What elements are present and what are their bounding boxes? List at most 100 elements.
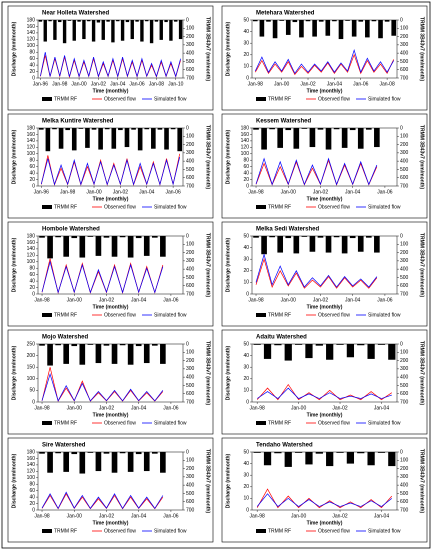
x-tick-label: Jan-04 — [139, 189, 155, 195]
rain-bar — [62, 20, 67, 44]
x-tick-label: Jan-00 — [67, 297, 83, 303]
rain-bar — [174, 20, 178, 22]
y-tick-label: 50 — [243, 449, 249, 455]
y2-tick-label: 0 — [400, 341, 403, 347]
x-tick-label: Jan-98 — [34, 513, 50, 519]
y-tick-label: 100 — [241, 151, 250, 157]
y2-tick-label: 100 — [186, 242, 195, 248]
y2-tick-label: 0 — [186, 233, 189, 239]
rain-bar — [272, 20, 278, 39]
rain-bar — [127, 344, 134, 365]
y-tick-label: 100 — [27, 151, 36, 157]
x-tick-label: Jan-00 — [67, 405, 83, 411]
y2-tick-label: 0 — [186, 17, 189, 23]
legend-label: Observed flow — [318, 96, 350, 102]
y-tick-label: 50 — [243, 341, 249, 347]
y2-tick-label: 200 — [400, 358, 409, 364]
legend-label: TRMM RF — [54, 528, 77, 534]
rain-bar — [63, 452, 70, 472]
panel — [7, 221, 214, 327]
panel — [221, 5, 428, 111]
y-axis-label: Discharge (mm/month) — [11, 237, 17, 292]
x-tick-label: Jan-02 — [91, 81, 107, 87]
flow-line — [40, 52, 181, 78]
y2-tick-label: 500 — [400, 59, 409, 65]
legend-label: Observed flow — [318, 204, 350, 210]
rain-bar — [55, 452, 61, 454]
rain-bar — [95, 452, 102, 472]
rain-bar — [284, 344, 292, 361]
rain-bar — [87, 452, 94, 453]
flow-line — [255, 253, 378, 288]
rain-bar — [358, 20, 364, 22]
y2-axis-label: TRMM 3B43v7 (mm/month) — [419, 341, 425, 406]
x-axis-label: Time (monthly) — [93, 88, 129, 94]
y2-tick-label: 100 — [400, 350, 409, 356]
x-tick-label: Jan-00 — [274, 81, 290, 87]
y-tick-label: 0 — [32, 399, 35, 405]
x-tick-label: Jan-98 — [34, 405, 50, 411]
y-tick-label: 20 — [243, 268, 249, 274]
legend-label: Observed flow — [318, 528, 350, 534]
rain-bar — [277, 128, 284, 148]
y-tick-label: 120 — [27, 253, 36, 259]
flow-line — [256, 493, 393, 508]
y2-tick-label: 200 — [186, 358, 195, 364]
y-tick-label: 250 — [27, 341, 36, 347]
y2-axis-label: TRMM 3B43v7 (mm/month) — [419, 449, 425, 514]
legend-swatch — [42, 205, 52, 209]
y-tick-label: 40 — [243, 29, 249, 35]
x-tick-label: Jan-02 — [332, 405, 348, 411]
rain-bar — [274, 344, 282, 346]
y2-tick-label: 500 — [186, 59, 195, 65]
y2-tick-label: 200 — [400, 250, 409, 256]
rain-bar — [48, 20, 52, 22]
x-tick-label: Jan-06 — [377, 189, 393, 195]
rain-bar — [309, 128, 316, 148]
rain-bar — [252, 20, 258, 22]
y-axis-label: Discharge (mm/month) — [11, 453, 17, 508]
x-tick-label: Jan-06 — [129, 81, 145, 87]
y-tick-label: 180 — [27, 17, 36, 23]
flow-line — [255, 159, 378, 186]
x-tick-label: Jan-98 — [34, 297, 50, 303]
y2-axis-label: TRMM 3B43v7 (mm/month) — [205, 17, 211, 82]
y-tick-label: 30 — [243, 257, 249, 263]
legend-label: Observed flow — [318, 312, 350, 318]
rain-bar — [71, 128, 77, 151]
y2-tick-label: 500 — [186, 383, 195, 389]
y-tick-label: 140 — [27, 138, 36, 144]
y2-tick-label: 200 — [400, 34, 409, 40]
y2-tick-label: 500 — [186, 275, 195, 281]
rain-bar — [365, 128, 372, 130]
x-tick-label: Jan-08 — [379, 81, 395, 87]
y2-tick-label: 400 — [400, 482, 409, 488]
x-tick-label: Jan-02 — [99, 513, 115, 519]
rain-bar — [119, 344, 126, 346]
rain-bar — [71, 344, 78, 347]
legend-label: TRMM RF — [268, 204, 291, 210]
flow-line — [256, 383, 393, 401]
rain-bar — [106, 20, 110, 22]
y-tick-label: 30 — [243, 41, 249, 47]
y2-tick-label: 700 — [400, 507, 409, 513]
rain-bar — [177, 128, 183, 152]
x-tick-label: Jan-08 — [149, 81, 165, 87]
x-tick-label: Jan-04 — [327, 81, 343, 87]
rain-bar — [259, 20, 265, 37]
y2-axis-label: TRMM 3B43v7 (mm/month) — [205, 125, 211, 190]
rain-bar — [333, 236, 340, 238]
x-tick-label: Jan-02 — [313, 189, 329, 195]
rain-bar — [47, 344, 53, 366]
y-tick-label: 140 — [27, 462, 36, 468]
chart-panel: Melka Kuntire Watershed02040608010012014… — [7, 113, 214, 219]
x-axis-label: Time (monthly) — [93, 304, 129, 310]
chart-title: Melka Kuntire Watershed — [42, 119, 114, 125]
rain-bar — [349, 236, 356, 239]
rain-bar — [143, 452, 150, 472]
y2-tick-label: 700 — [400, 75, 409, 81]
rain-bar — [135, 20, 139, 22]
rain-bar — [135, 452, 142, 455]
rain-bar — [98, 128, 103, 150]
